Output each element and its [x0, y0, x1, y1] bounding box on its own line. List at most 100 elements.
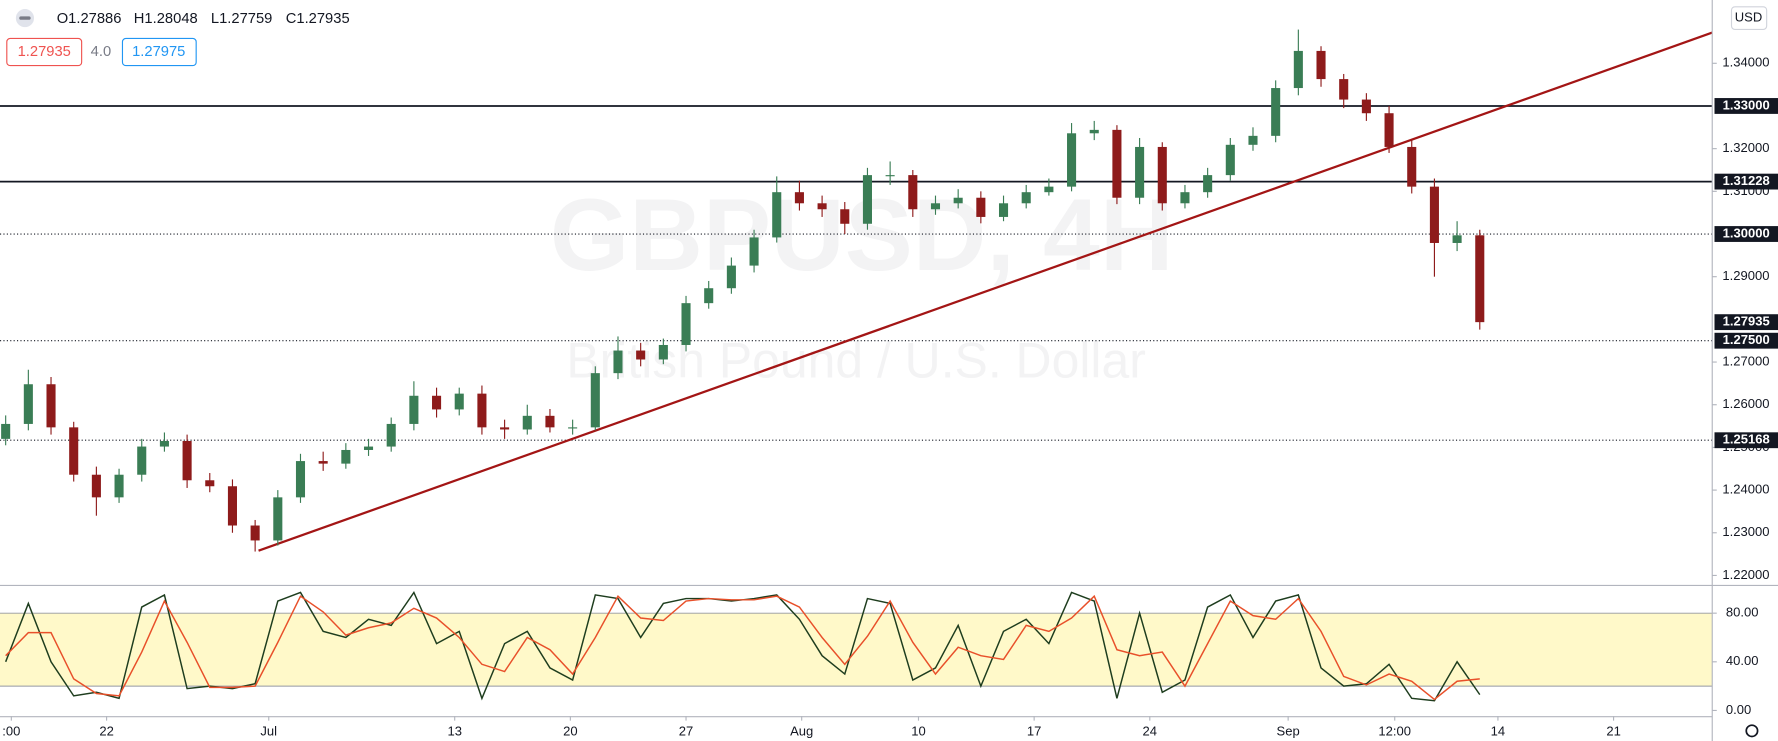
candle-body [636, 350, 646, 360]
candle-body [205, 480, 215, 487]
candle-body [681, 303, 691, 345]
candle-body [500, 427, 510, 430]
candle-body [91, 474, 101, 498]
candle-body [1271, 88, 1281, 136]
y-tick-label: 1.24000 [1722, 482, 1769, 497]
osc-tick-label: 0.00 [1726, 702, 1751, 717]
candle-body [772, 192, 782, 238]
candle-body [1293, 50, 1303, 89]
y-tick-label: 1.29000 [1722, 268, 1769, 283]
candle-body [1248, 135, 1258, 145]
osc-tick-label: 40.00 [1726, 653, 1759, 668]
candle-body [69, 427, 79, 475]
level-label: 1.25168 [1723, 432, 1770, 447]
x-tick-label: 17 [1027, 723, 1042, 738]
candle-body [998, 203, 1009, 217]
level-label: 1.30000 [1723, 225, 1770, 240]
ohlc-open: O1.27886 [57, 11, 122, 27]
candle-body [1429, 186, 1439, 243]
level-label: 1.31228 [1723, 173, 1770, 188]
x-tick-label: :00 [2, 723, 20, 738]
x-tick-label: 27 [679, 723, 694, 738]
candle-body [1112, 129, 1122, 198]
candle-body [341, 449, 351, 464]
y-tick-label: 1.32000 [1722, 140, 1769, 155]
candle-body [1452, 235, 1462, 243]
y-tick-label: 1.22000 [1722, 567, 1769, 582]
ask-price: 1.27975 [132, 44, 185, 60]
x-tick-label: Jul [260, 723, 277, 738]
candle-body [1089, 129, 1099, 134]
candle-body [658, 344, 668, 360]
candle-body [250, 525, 260, 541]
level-label: 1.27500 [1723, 332, 1770, 347]
candle-body [432, 395, 442, 410]
candle-body [749, 237, 759, 266]
candle-body [1361, 99, 1371, 114]
candle-body [1157, 146, 1167, 204]
watermark-symbol: GBPUSD, 4H [550, 178, 1174, 292]
spread: 4.0 [91, 44, 111, 60]
candle-body [386, 423, 396, 447]
plot-area [0, 29, 1713, 702]
y-tick-label: 1.26000 [1722, 396, 1769, 411]
currency-button[interactable] [1730, 6, 1768, 30]
ohlc-close: C1.27935 [286, 11, 350, 27]
candle-body [590, 373, 600, 428]
candle-body [227, 486, 237, 526]
candle-body [409, 395, 419, 424]
level-box [1714, 226, 1778, 242]
candle-body [704, 288, 714, 304]
candle-body [1203, 175, 1213, 193]
candle-body [1067, 133, 1077, 187]
candle-body [1180, 192, 1190, 204]
candle-body [976, 197, 986, 217]
candle-body [953, 197, 963, 204]
x-tick-label: 22 [99, 723, 114, 738]
candle-body [114, 474, 124, 498]
currency-label: USD [1735, 10, 1763, 25]
ohlc-high: H1.28048 [134, 11, 198, 27]
x-tick-label: 10 [911, 723, 926, 738]
oscillator-line [5, 594, 1480, 701]
candle-body [930, 203, 941, 210]
candle-body [454, 393, 464, 410]
candle-body [568, 427, 578, 429]
candle-body [363, 446, 374, 450]
candle-body [273, 497, 283, 541]
candle-body [1475, 235, 1485, 323]
candle-body [477, 393, 487, 428]
buy-button[interactable] [121, 37, 197, 67]
x-tick-label: 24 [1143, 723, 1158, 738]
candle-body [137, 446, 147, 475]
candle-body [159, 441, 169, 447]
toggle-icon [19, 16, 31, 20]
candle-body [295, 461, 306, 498]
candle-body [794, 192, 804, 204]
level-box [1714, 432, 1778, 449]
x-tick-label: 12:00 [1378, 723, 1411, 738]
candle-body [613, 350, 623, 374]
candle-body [545, 415, 555, 428]
x-tick-label: Aug [790, 723, 813, 738]
level-label: 1.33000 [1723, 97, 1770, 112]
level-box [1714, 332, 1778, 349]
candle-body [908, 175, 918, 210]
settings-icon[interactable] [1745, 724, 1759, 738]
candle-body [182, 441, 192, 481]
candle-body [1339, 79, 1349, 100]
sell-button[interactable] [6, 37, 83, 67]
osc-tick-label: 80.00 [1726, 605, 1759, 620]
x-tick-label: 14 [1491, 723, 1506, 738]
trendline [258, 31, 1713, 552]
candle-body [46, 384, 56, 428]
x-tick-label: 21 [1606, 723, 1621, 738]
candle-body [522, 415, 532, 430]
candle-body [1407, 146, 1417, 187]
candle-body [23, 384, 33, 424]
candle-body [1044, 186, 1054, 193]
bid-price: 1.27935 [18, 44, 71, 60]
ohlc-low: L1.27759 [211, 11, 272, 27]
x-tick-label: 20 [563, 723, 578, 738]
